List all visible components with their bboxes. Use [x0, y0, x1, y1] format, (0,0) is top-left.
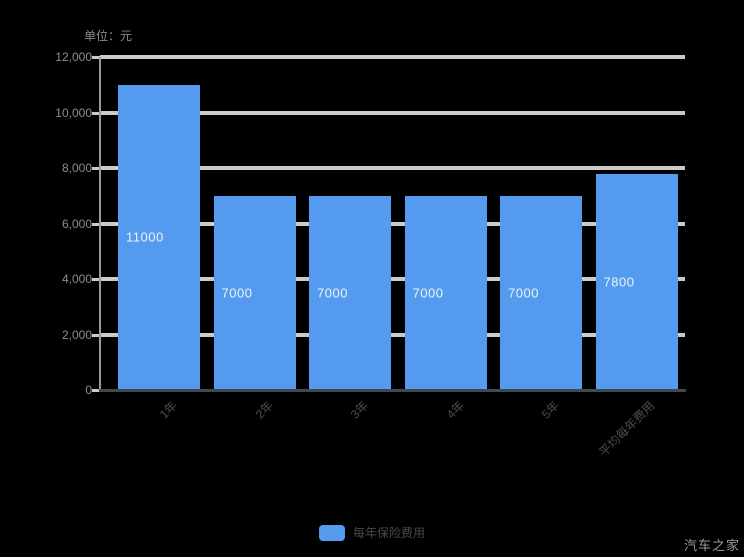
gridline — [100, 55, 685, 59]
y-tick-label: 6,000 — [61, 216, 92, 231]
bar-value-label: 7800 — [603, 274, 635, 290]
y-axis-tick — [92, 167, 100, 170]
bar-value-label: 7000 — [221, 285, 253, 301]
x-category-label: 4年 — [443, 398, 467, 422]
y-axis-tick — [92, 333, 100, 337]
y-tick-label: 12,000 — [55, 50, 92, 64]
gridline — [100, 332, 685, 337]
bar-4年[interactable]: 7000 — [404, 195, 487, 390]
x-category-label: 5年 — [539, 398, 563, 422]
y-axis-tick — [92, 278, 100, 281]
gridline — [100, 277, 685, 281]
bar-平均每年费用[interactable]: 7800 — [595, 173, 678, 390]
bar-value-label: 7000 — [317, 285, 348, 301]
y-tick-label: 4,000 — [61, 272, 92, 286]
bar-value-label: 11000 — [126, 229, 164, 245]
y-tick-label: 10,000 — [55, 105, 92, 120]
y-axis-tick — [92, 111, 100, 115]
gridline — [100, 166, 685, 170]
bar-3年[interactable]: 7000 — [309, 195, 391, 390]
bar-5年[interactable]: 7000 — [500, 195, 582, 390]
legend-swatch-icon — [318, 524, 345, 541]
gridline — [100, 221, 685, 226]
y-axis-line — [99, 57, 101, 392]
y-tick-label: 0 — [85, 383, 92, 397]
x-category-label: 平均每年费用 — [596, 398, 658, 460]
bar-2年[interactable]: 7000 — [213, 195, 296, 390]
watermark-autohome: 汽车之家 — [683, 538, 740, 553]
y-tick-label: 8,000 — [61, 161, 92, 175]
y-axis-tick — [92, 222, 100, 226]
bar-value-label: 7000 — [412, 285, 444, 301]
y-tick-label: 2,000 — [61, 327, 92, 342]
y-axis-tick — [92, 56, 100, 59]
gridline — [100, 110, 685, 115]
x-category-label: 1年 — [157, 398, 181, 422]
legend: 每年保险费用 — [0, 524, 744, 541]
y-axis-unit-label: 单位：元 — [84, 29, 133, 43]
x-category-label: 2年 — [252, 398, 276, 422]
x-category-label: 3年 — [348, 398, 372, 422]
legend-item[interactable]: 每年保险费用 — [318, 524, 425, 541]
bar-1年[interactable]: 11000 — [118, 84, 200, 390]
y-axis-tick — [92, 389, 100, 392]
bar-value-label: 7000 — [508, 285, 539, 301]
x-axis-line — [99, 389, 686, 392]
legend-label: 每年保险费用 — [352, 526, 425, 540]
